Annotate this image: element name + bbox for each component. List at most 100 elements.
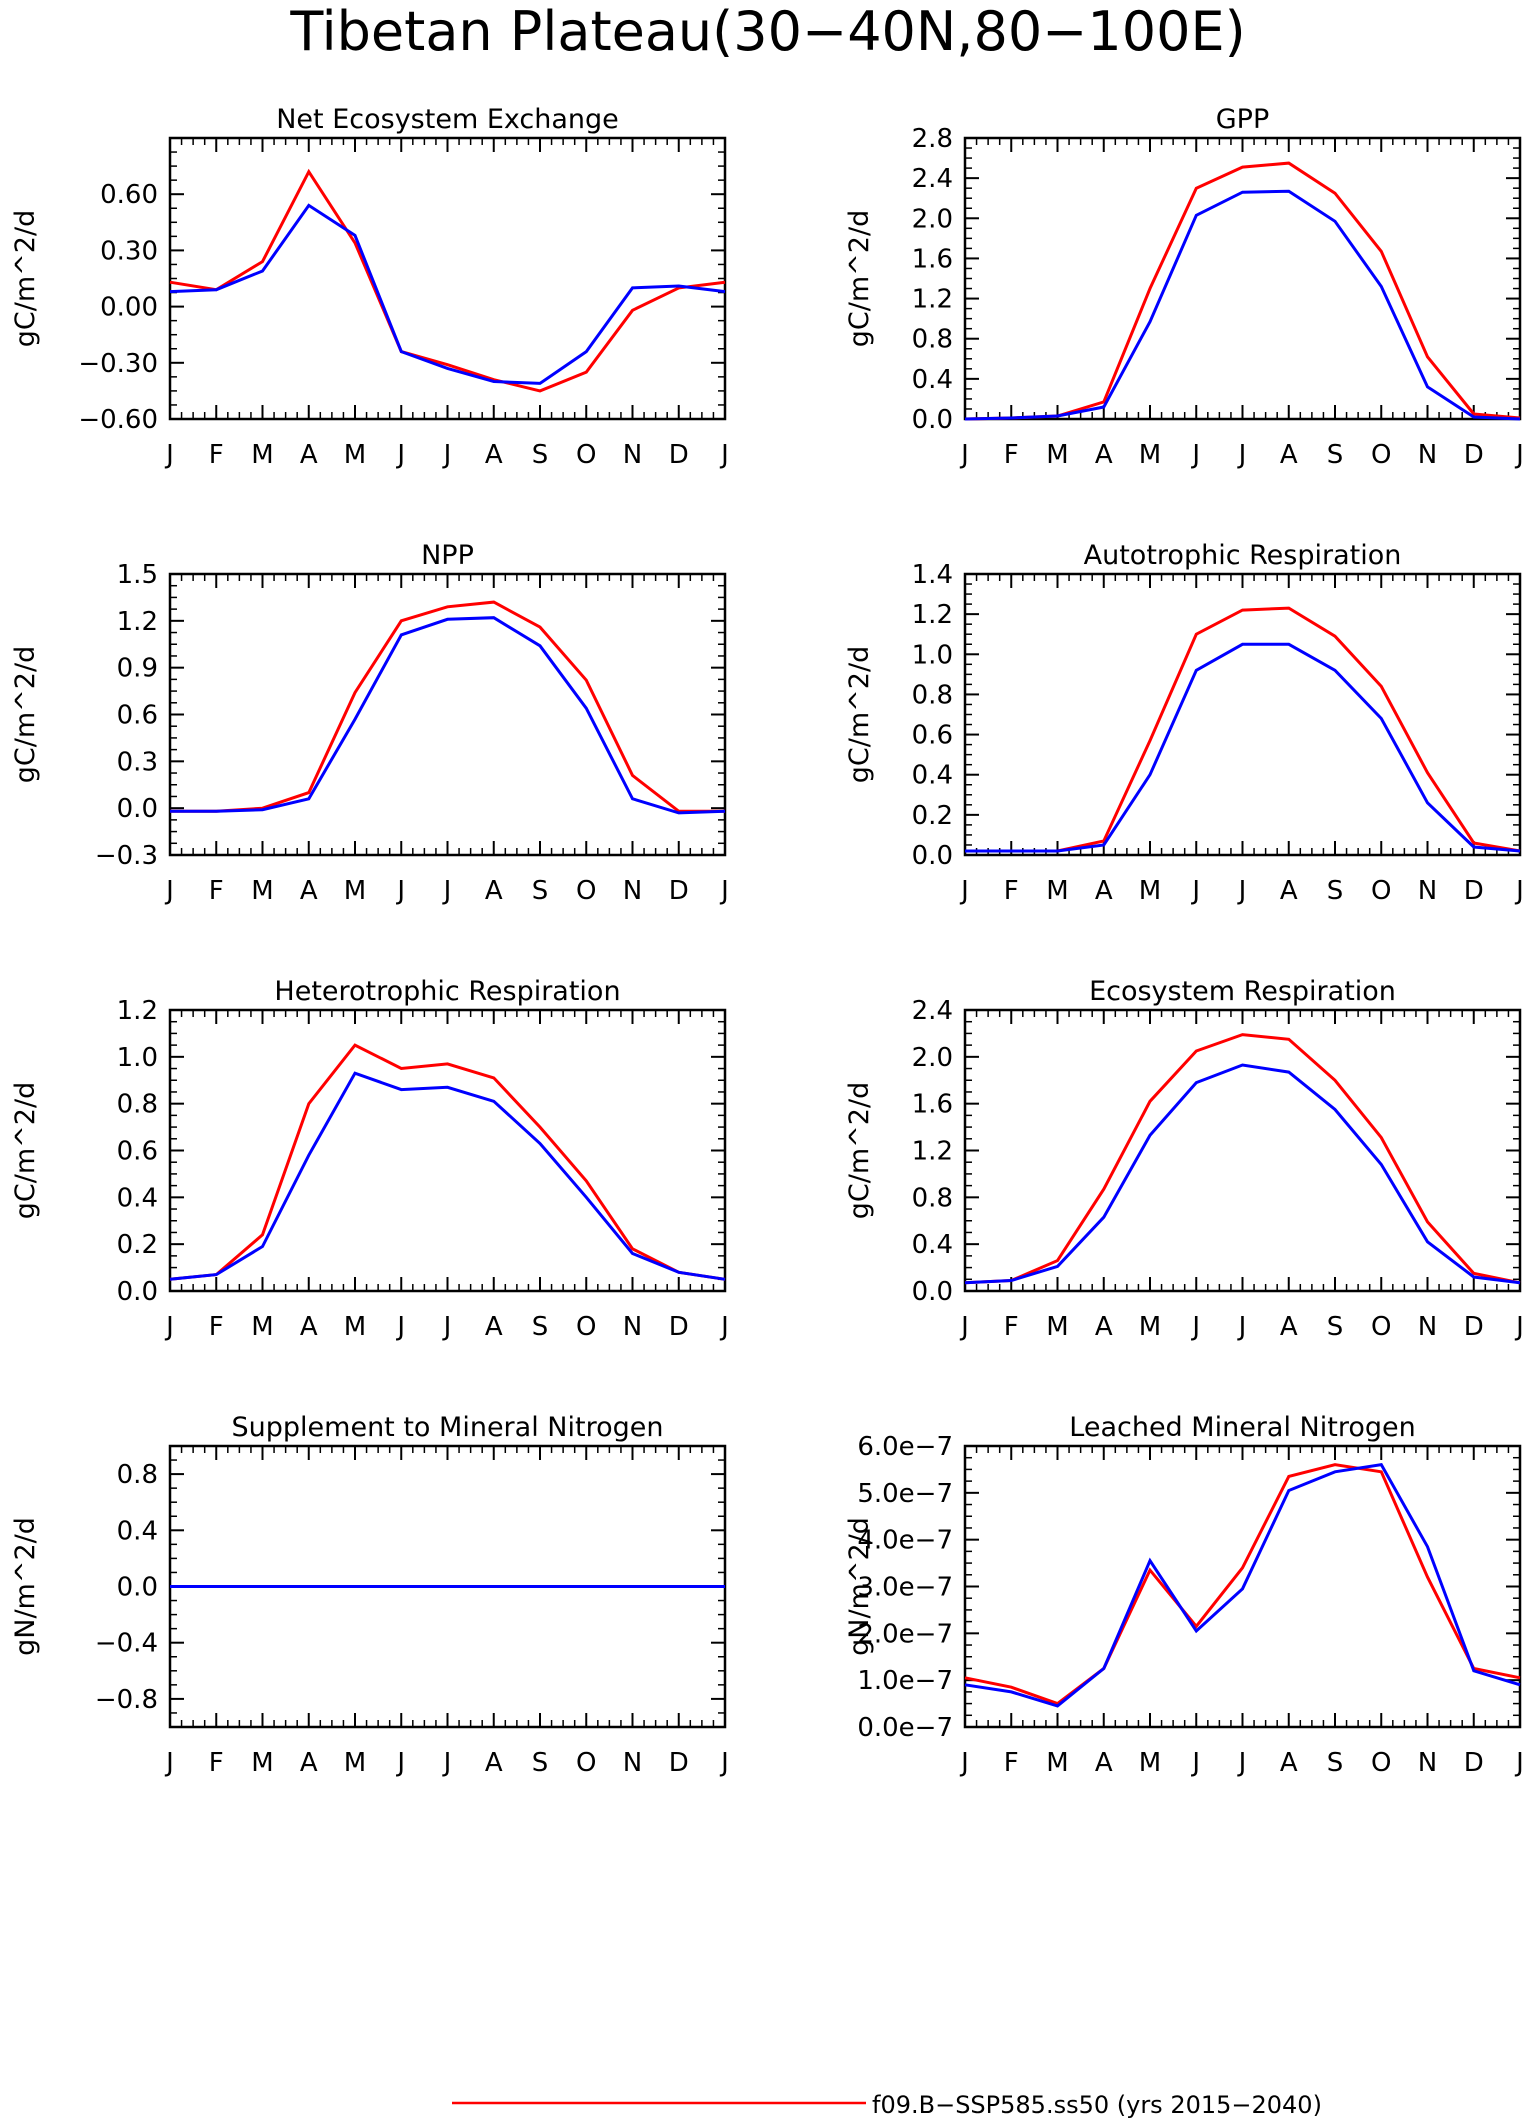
panel-title: GPP xyxy=(1216,104,1270,135)
series-line-blue xyxy=(964,189,1521,421)
y-tick-label: 0.00 xyxy=(100,293,158,323)
x-tick-label: A xyxy=(485,440,503,470)
plot-frame xyxy=(168,572,727,857)
x-tick-label: M xyxy=(1046,1312,1068,1342)
x-tick-label: D xyxy=(669,1312,689,1342)
panel-title: Autotrophic Respiration xyxy=(1084,540,1402,571)
x-tick-label: S xyxy=(532,876,549,906)
x-tick-label: A xyxy=(300,1748,318,1778)
x-tick-label: J xyxy=(959,1312,969,1342)
x-tick-label: S xyxy=(1327,1748,1344,1778)
x-tick-label: D xyxy=(1464,1312,1484,1342)
x-tick-label: O xyxy=(576,1748,596,1778)
x-tick-label: N xyxy=(623,876,642,906)
y-tick-label: 0.0e−7 xyxy=(857,1713,953,1743)
x-tick-label: J xyxy=(959,440,969,470)
x-tick-label: D xyxy=(669,1748,689,1778)
x-tick-label: O xyxy=(576,876,596,906)
y-tick-label: 1.6 xyxy=(912,1090,953,1120)
y-axis-label: gC/m^2/d xyxy=(10,646,41,783)
y-axis-label: gC/m^2/d xyxy=(10,210,41,347)
y-axis-label: gN/m^2/d xyxy=(844,1517,875,1656)
y-tick-label: 1.2 xyxy=(117,607,158,637)
y-tick-label: 0.0 xyxy=(912,1277,953,1307)
y-tick-label: 1.0 xyxy=(117,1043,158,1073)
x-tick-label: D xyxy=(669,876,689,906)
plot-frame xyxy=(168,136,727,421)
x-tick-label: N xyxy=(1418,440,1437,470)
x-tick-label: J xyxy=(1190,876,1200,906)
y-axis-label: gN/m^2/d xyxy=(10,1517,41,1656)
x-tick-label: D xyxy=(1464,440,1484,470)
x-tick-label: N xyxy=(623,440,642,470)
x-tick-label: A xyxy=(1095,440,1113,470)
y-tick-label: 0.0 xyxy=(117,1573,158,1603)
x-tick-label: M xyxy=(1139,1748,1161,1778)
x-tick-label: J xyxy=(442,1748,452,1778)
x-tick-label: J xyxy=(1237,1312,1247,1342)
panel-title: Net Ecosystem Exchange xyxy=(276,104,619,135)
x-tick-label: A xyxy=(485,1312,503,1342)
x-tick-label: F xyxy=(209,440,224,470)
y-tick-label: 1.4 xyxy=(912,560,953,590)
y-tick-label: 0.0 xyxy=(912,841,953,871)
y-tick-label: 0.0 xyxy=(117,1277,158,1307)
x-tick-label: A xyxy=(1280,440,1298,470)
x-tick-label: A xyxy=(300,440,318,470)
x-tick-label: N xyxy=(1418,1748,1437,1778)
y-tick-label: 1.0 xyxy=(912,640,953,670)
y-tick-label: 1.2 xyxy=(117,996,158,1026)
x-tick-label: J xyxy=(1514,876,1524,906)
y-tick-label: 0.4 xyxy=(912,761,953,791)
x-tick-label: J xyxy=(164,1312,174,1342)
x-tick-label: F xyxy=(1004,440,1019,470)
x-tick-label: O xyxy=(1371,440,1391,470)
x-tick-label: A xyxy=(1095,876,1113,906)
x-tick-label: J xyxy=(719,876,729,906)
x-tick-label: M xyxy=(251,1312,273,1342)
x-tick-label: J xyxy=(1237,1748,1247,1778)
x-tick-label: M xyxy=(1139,876,1161,906)
x-tick-label: J xyxy=(164,440,174,470)
x-tick-label: J xyxy=(442,440,452,470)
x-tick-label: F xyxy=(209,1312,224,1342)
x-tick-label: O xyxy=(576,440,596,470)
x-tick-label: J xyxy=(395,1748,405,1778)
x-tick-label: O xyxy=(1371,1748,1391,1778)
plot-frame xyxy=(963,136,1522,421)
x-tick-label: J xyxy=(719,1312,729,1342)
x-tick-label: O xyxy=(1371,876,1391,906)
x-tick-label: J xyxy=(719,1748,729,1778)
y-tick-label: −0.8 xyxy=(95,1685,158,1715)
y-tick-label: 4.0e−7 xyxy=(857,1526,953,1556)
x-tick-label: N xyxy=(1418,876,1437,906)
y-tick-label: −0.4 xyxy=(95,1629,158,1659)
panel-title: Heterotrophic Respiration xyxy=(274,976,620,1007)
x-tick-label: M xyxy=(344,876,366,906)
y-tick-label: 0.4 xyxy=(912,1230,953,1260)
x-tick-label: A xyxy=(1095,1748,1113,1778)
x-tick-label: S xyxy=(1327,440,1344,470)
series-line-blue xyxy=(170,616,726,815)
y-tick-label: 1.2 xyxy=(912,285,953,315)
y-tick-label: 1.5 xyxy=(117,560,158,590)
x-tick-label: M xyxy=(1046,876,1068,906)
x-tick-label: M xyxy=(1139,1312,1161,1342)
x-tick-label: F xyxy=(209,876,224,906)
x-tick-label: D xyxy=(1464,876,1484,906)
y-tick-label: 5.0e−7 xyxy=(857,1479,953,1509)
series-line-blue xyxy=(169,1071,726,1281)
y-tick-label: 1.2 xyxy=(912,600,953,630)
legend-label: f09.B−SSP585.ss50 (yrs 2015−2040) xyxy=(872,2091,1322,2119)
y-tick-label: 0.0 xyxy=(912,405,953,435)
x-tick-label: J xyxy=(959,1748,969,1778)
x-tick-label: F xyxy=(1004,1748,1019,1778)
series-line-blue xyxy=(169,203,726,385)
x-tick-label: F xyxy=(1004,1312,1019,1342)
series-line-red xyxy=(169,168,726,393)
series-line-red xyxy=(169,1043,726,1281)
y-tick-label: 0.6 xyxy=(117,701,158,731)
x-tick-label: M xyxy=(344,440,366,470)
x-tick-label: N xyxy=(623,1312,642,1342)
x-tick-label: M xyxy=(344,1748,366,1778)
